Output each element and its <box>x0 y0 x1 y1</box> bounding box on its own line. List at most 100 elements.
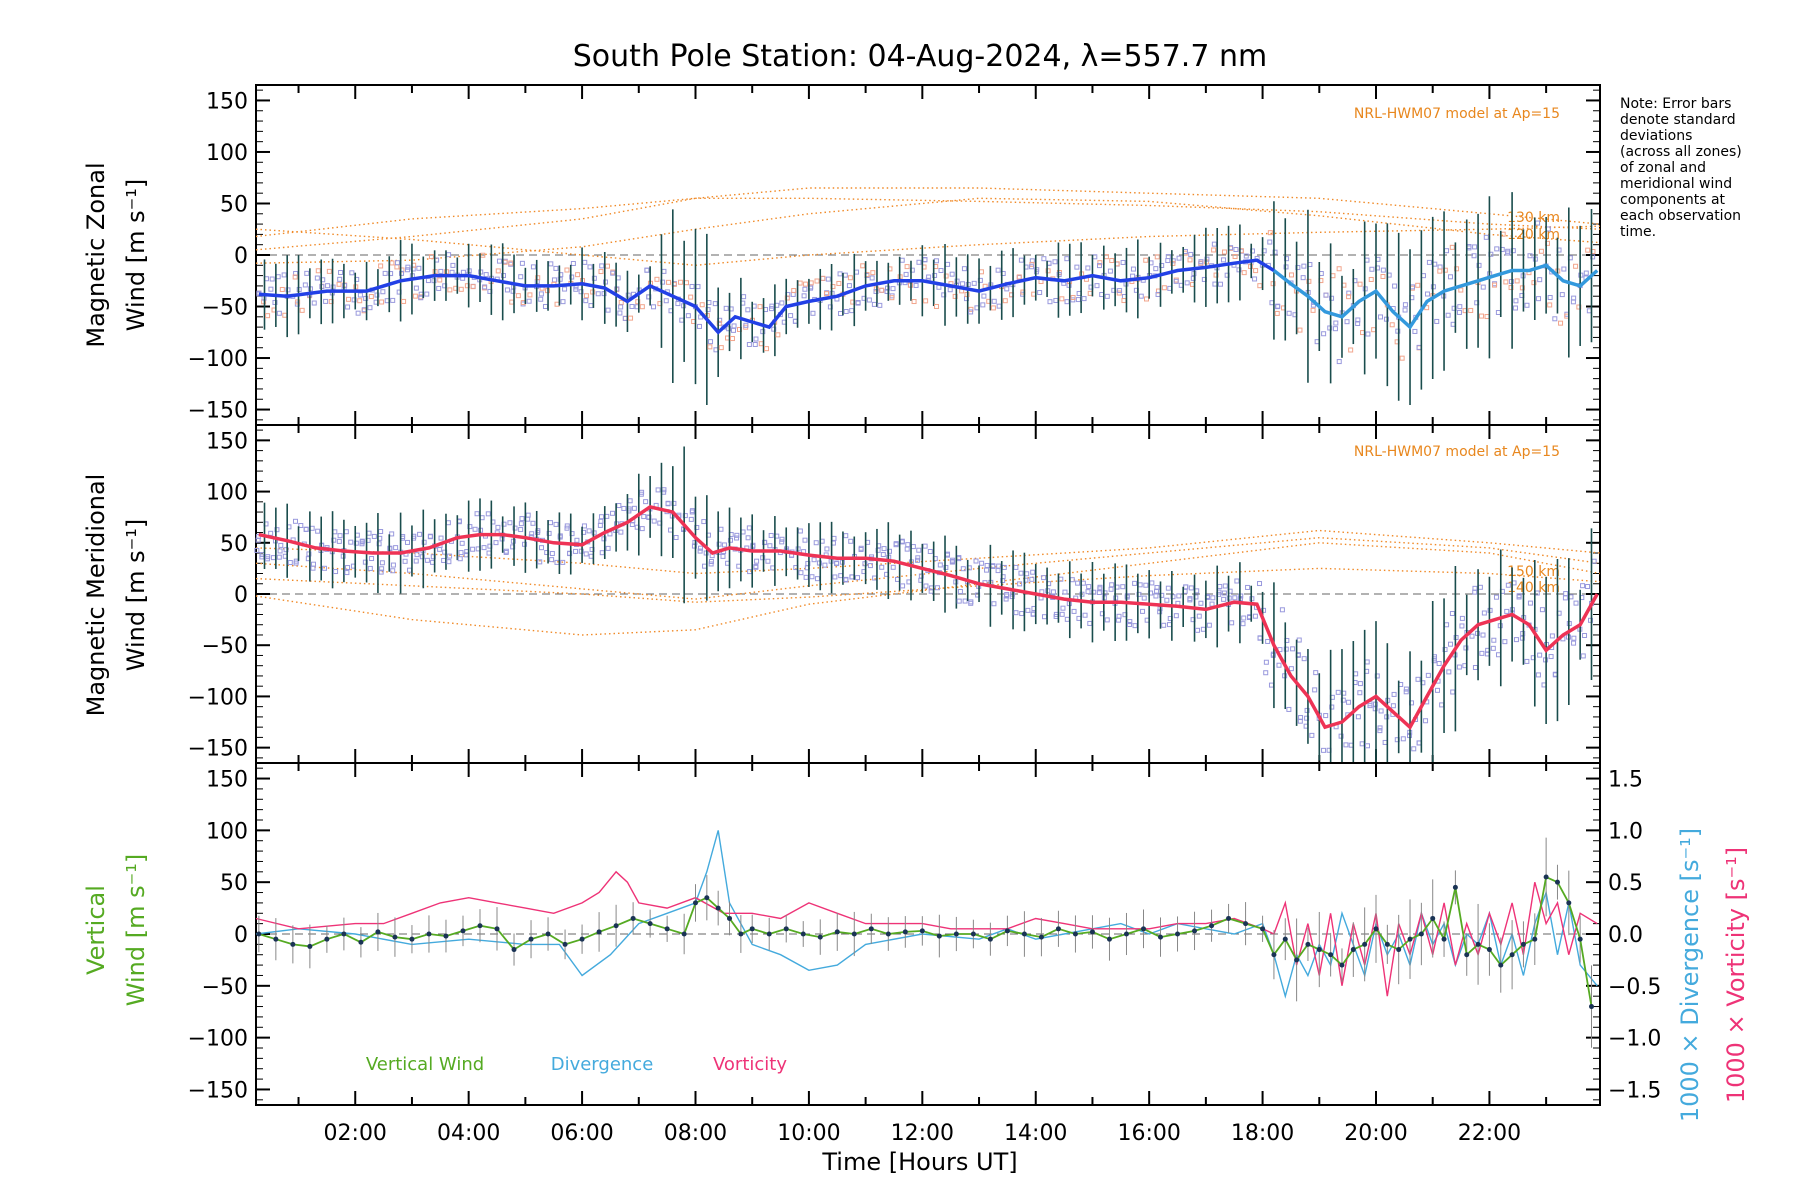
scatter-point-meridional <box>960 566 966 572</box>
scatter-point-zonal <box>1104 293 1110 299</box>
vertical-wind-point <box>511 947 517 953</box>
scatter-point-zonal <box>368 294 374 300</box>
scatter-point-meridional <box>321 565 327 571</box>
scatter-point-meridional <box>651 518 657 524</box>
scatter-point-meridional <box>277 548 283 554</box>
x-tick-label: 14:00 <box>1004 1121 1067 1146</box>
scatter-point-meridional <box>549 551 555 557</box>
note-line: components at <box>1620 192 1726 208</box>
scatter-point-zonal <box>860 263 866 269</box>
scatter-point-meridional <box>1206 622 1212 628</box>
scatter-point-zonal <box>1267 230 1273 236</box>
vertical-wind-point <box>256 931 262 937</box>
scatter-point-meridional <box>1353 671 1359 677</box>
scatter-point-zonal <box>1538 248 1544 254</box>
scatter-point-zonal <box>405 267 411 273</box>
scatter-point-meridional <box>1263 670 1269 676</box>
scatter-point-zonal <box>1085 265 1091 271</box>
scatter-point-meridional <box>697 548 703 554</box>
scatter-point-meridional <box>688 516 694 522</box>
scatter-point-meridional <box>1187 597 1193 603</box>
scatter-point-meridional <box>927 548 933 554</box>
scatter-point-zonal <box>1217 281 1223 287</box>
scatter-point-meridional <box>798 570 804 576</box>
vertical-wind-point <box>738 931 744 937</box>
model-curve-meridional <box>255 536 1601 600</box>
vertical-wind-point <box>460 928 466 934</box>
scatter-point-meridional <box>1013 610 1019 616</box>
zonal-ylabel-line2: Wind [m s⁻¹] <box>122 179 150 331</box>
scatter-point-meridional <box>530 520 536 526</box>
scatter-point-meridional <box>1562 595 1568 601</box>
scatter-point-zonal <box>675 301 681 307</box>
scatter-point-meridional <box>854 575 860 581</box>
scatter-point-zonal <box>548 261 554 267</box>
scatter-point-meridional <box>1446 669 1452 675</box>
scatter-point-meridional <box>779 539 785 545</box>
scatter-point-zonal <box>775 332 781 338</box>
model-curve-zonal <box>255 187 1601 251</box>
scatter-point-meridional <box>1365 743 1371 749</box>
scatter-point-meridional <box>1050 589 1056 595</box>
scatter-point-meridional <box>697 545 703 551</box>
scatter-point-zonal <box>1513 298 1519 304</box>
scatter-point-meridional <box>369 556 375 562</box>
scatter-point-meridional <box>1448 641 1454 647</box>
scatter-point-zonal <box>349 270 355 276</box>
note-line: meridional wind <box>1620 176 1732 192</box>
scatter-point-zonal <box>666 279 672 285</box>
scatter-point-zonal <box>708 339 714 345</box>
scatter-point-zonal <box>508 260 514 266</box>
vertical-wind-point <box>1407 936 1413 942</box>
scatter-point-zonal <box>578 289 584 295</box>
scatter-point-meridional <box>813 540 819 546</box>
scatter-point-meridional <box>485 511 491 517</box>
scatter-point-meridional <box>557 533 563 539</box>
scatter-point-zonal <box>610 270 616 276</box>
scatter-point-zonal <box>1275 303 1281 309</box>
scatter-point-meridional <box>1200 626 1206 632</box>
scatter-point-zonal <box>1176 255 1182 261</box>
scatter-point-meridional <box>1549 633 1555 639</box>
vertical-wind-point <box>1543 874 1549 880</box>
vertical-wind-point <box>1038 934 1044 940</box>
scatter-point-zonal <box>1369 266 1375 272</box>
scatter-point-zonal <box>1159 262 1165 268</box>
scatter-point-zonal <box>991 298 997 304</box>
scatter-point-zonal <box>837 271 843 277</box>
scatter-point-zonal <box>315 268 321 274</box>
meridional-ylabel-line2: Wind [m s⁻¹] <box>122 519 150 671</box>
scatter-point-meridional <box>578 548 584 554</box>
scatter-point-meridional <box>518 527 524 533</box>
scatter-point-zonal <box>678 279 684 285</box>
scatter-point-meridional <box>1060 605 1066 611</box>
scatter-point-zonal <box>1559 292 1565 298</box>
scatter-point-meridional <box>1329 704 1335 710</box>
scatter-point-zonal <box>1138 293 1144 299</box>
y-tick-label: 150 <box>206 89 248 114</box>
scatter-point-zonal <box>1323 292 1329 298</box>
vertical-wind-point <box>1554 879 1560 885</box>
scatter-point-meridional <box>1080 580 1086 586</box>
vertical-wind-point <box>1509 952 1515 958</box>
scatter-point-meridional <box>979 560 985 566</box>
scatter-point-zonal <box>535 275 541 281</box>
scatter-point-zonal <box>272 299 278 305</box>
scatter-point-zonal <box>1037 290 1043 296</box>
vertical-wind-point <box>1175 931 1181 937</box>
scatter-point-zonal <box>554 301 560 307</box>
scatter-point-meridional <box>973 558 979 564</box>
scatter-point-zonal <box>1052 259 1058 265</box>
scatter-point-zonal <box>1300 275 1306 281</box>
scatter-point-meridional <box>366 530 372 536</box>
scatter-point-zonal <box>1583 270 1589 276</box>
scatter-point-zonal <box>1130 266 1136 272</box>
scatter-point-zonal <box>588 303 594 309</box>
scatter-point-meridional <box>1286 706 1292 712</box>
scatter-point-meridional <box>1580 653 1586 659</box>
vertical-wind-point <box>1498 962 1504 968</box>
scatter-point-meridional <box>1323 713 1329 719</box>
vertical-wind-point <box>1021 931 1027 937</box>
scatter-point-meridional <box>1434 687 1440 693</box>
scatter-point-zonal <box>1409 284 1415 290</box>
